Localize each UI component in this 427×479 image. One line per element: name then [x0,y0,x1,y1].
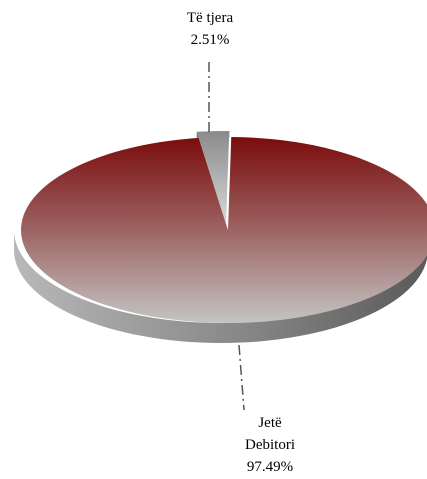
label-jete-debitori-line2: Debitori [245,437,295,453]
leader-line-jete-debitori [238,344,245,411]
label-te-tjera: Të tjera [187,10,234,26]
pie-slice-jete-debitori [21,137,427,323]
value-te-tjera: 2.51% [191,32,230,48]
pie-side [14,230,427,343]
label-jete-debitori-line1: Jetë [258,415,282,431]
value-jete-debitori: 97.49% [247,459,293,475]
pie-slice-te-tjera [196,131,230,224]
